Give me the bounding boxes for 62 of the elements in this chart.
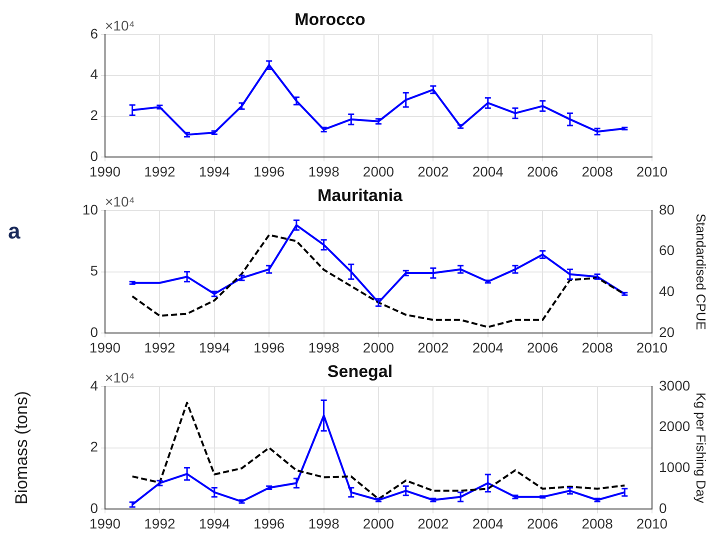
y-tick-label: 5: [90, 262, 98, 279]
y2-axis-title: Standardised CPUE: [694, 214, 709, 330]
y2-tick-label: 40: [659, 283, 675, 300]
x-tick-label: 1994: [198, 339, 230, 356]
y-tick-label: 2: [90, 438, 98, 455]
x-tick-label: 2002: [418, 339, 449, 356]
x-tick-label: 2008: [582, 163, 614, 180]
y-tick-label: 2: [90, 107, 98, 124]
text: a: [8, 218, 21, 244]
y-axis-title: Biomass (tons): [12, 391, 31, 504]
x-tick-label: 2010: [636, 339, 668, 356]
x-tick-label: 1990: [89, 515, 121, 532]
y2-tick-label: 0: [659, 500, 667, 516]
x-tick-label: 1992: [144, 515, 176, 532]
text: ×10⁴: [105, 369, 135, 386]
y2-axis-title: Kg per Fishing Day: [694, 392, 709, 504]
text: ×10⁴: [105, 17, 135, 34]
x-tick-label: 2002: [418, 515, 449, 532]
x-tick-label: 2006: [527, 339, 558, 356]
y2-tick-label: 80: [659, 201, 675, 218]
x-tick-label: 2000: [362, 515, 394, 532]
y-tick-label: 4: [90, 377, 98, 394]
x-tick-label: 1990: [89, 163, 121, 180]
line-series: [131, 402, 626, 500]
x-tick-label: 1996: [254, 163, 285, 180]
x-tick-label: 1998: [308, 163, 340, 180]
x-tick-label: 2000: [362, 163, 394, 180]
y-tick-label: 0: [90, 500, 98, 516]
x-tick-label: 2010: [636, 515, 668, 532]
x-tick-label: 1990: [89, 339, 121, 356]
chart-title: Mauritania: [317, 186, 404, 205]
y2-tick-label: 20: [659, 324, 675, 340]
x-tick-label: 2006: [527, 163, 558, 180]
y2-tick-label: 60: [659, 242, 675, 258]
x-tick-label: 2004: [472, 163, 504, 180]
y-tick-label: 10: [82, 201, 98, 218]
text: ×10⁴: [105, 193, 135, 210]
chart-title: Senegal: [327, 362, 393, 381]
y-tick-label: 0: [90, 148, 98, 164]
x-tick-label: 1998: [308, 339, 340, 356]
x-tick-label: 1994: [198, 515, 230, 532]
y-tick-label: 6: [90, 25, 98, 42]
x-tick-label: 2004: [472, 339, 504, 356]
y2-tick-label: 2000: [659, 418, 690, 434]
y-tick-label: 4: [90, 66, 98, 82]
x-tick-label: 2008: [582, 339, 614, 356]
chart-title: Morocco: [294, 10, 366, 29]
x-tick-label: 2002: [418, 163, 449, 180]
x-tick-label: 2004: [472, 515, 504, 532]
x-tick-label: 2008: [582, 515, 614, 532]
y-tick-label: 0: [90, 324, 98, 340]
x-tick-label: 1992: [144, 339, 176, 356]
x-tick-label: 1994: [198, 163, 230, 180]
x-tick-label: 1996: [254, 339, 285, 356]
x-tick-label: 1992: [144, 163, 176, 180]
x-tick-label: 2010: [636, 163, 668, 180]
y2-tick-label: 1000: [659, 459, 690, 476]
x-tick-label: 1996: [254, 515, 285, 532]
x-tick-label: 2000: [362, 339, 394, 356]
x-tick-label: 2006: [527, 515, 558, 532]
y2-tick-label: 3000: [659, 377, 690, 394]
x-tick-label: 1998: [308, 515, 340, 532]
